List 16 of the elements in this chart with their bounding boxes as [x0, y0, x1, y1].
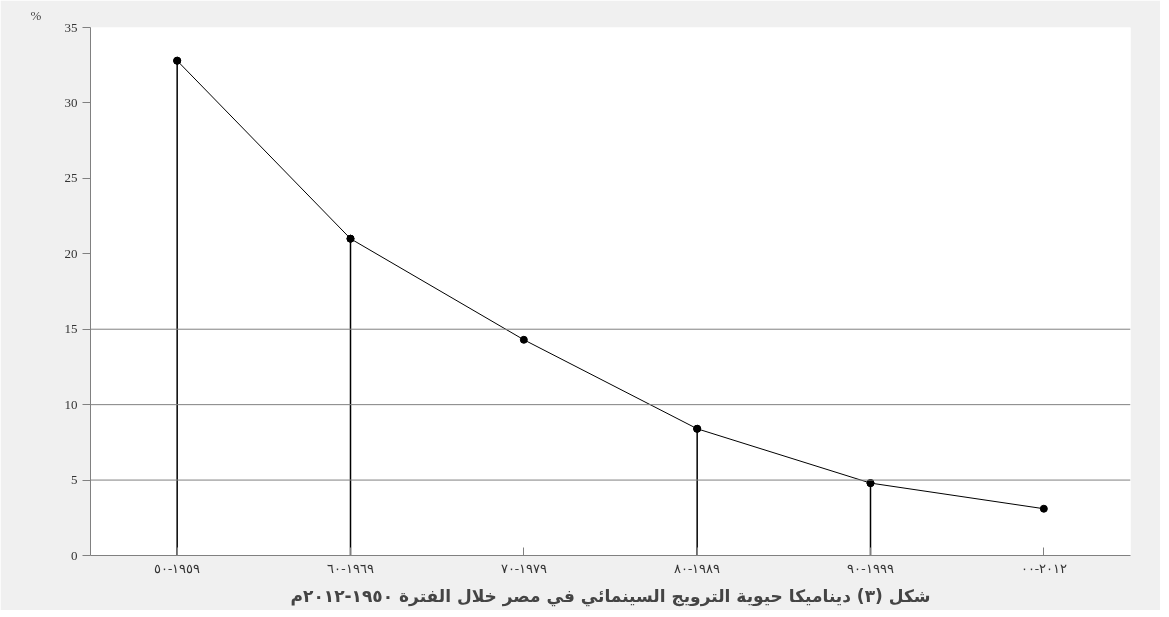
y-tick-label: 15: [64, 321, 78, 337]
text: شكل (٣) ديناميكا حيوية الترويج السينمائي في مصر خلال الفترة ١٩٥٠-٢٠١٢م: [290, 585, 931, 607]
y-tick-label: 30: [64, 94, 78, 110]
y-tick-label: 35: [64, 19, 78, 35]
x-tick-label: ١٩٥٩-٥٠: [154, 560, 201, 576]
y-tick-label: 25: [64, 170, 78, 186]
y-tick-label: 0: [71, 547, 78, 563]
x-tick-label: ١٩٧٩-٧٠: [500, 560, 548, 576]
y-tick-label: 5: [71, 472, 78, 488]
x-tick-label: ٢٠١٢-٠٠: [1020, 560, 1068, 576]
y-tick-label: 20: [64, 245, 78, 261]
x-tick-label: ١٩٩٩-٩٠: [847, 560, 894, 576]
x-tick-label: ١٩٦٩-٦٠: [327, 560, 374, 576]
y-axis-title: %: [30, 7, 42, 23]
x-tick-label: ١٩٨٩-٨٠: [674, 560, 721, 576]
y-tick-label: 10: [64, 396, 78, 412]
